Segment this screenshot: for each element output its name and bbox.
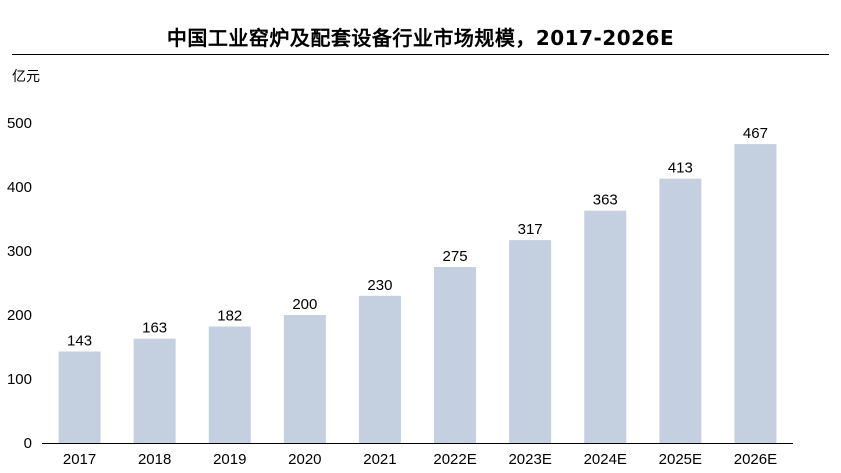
x-tick-label-2022E: 2022E: [433, 451, 476, 468]
bar-2019: [208, 326, 251, 443]
title-divider: [12, 54, 829, 55]
bar-2021: [358, 295, 401, 443]
y-tick-label: 0: [24, 435, 32, 452]
data-label-2017: 143: [67, 332, 92, 349]
bar-2018: [133, 338, 176, 443]
chart-title: 中国工业窑炉及配套设备行业市场规模，2017-2026E: [166, 26, 675, 50]
x-tick-label-2025E: 2025E: [659, 451, 702, 468]
y-tick-label: 500: [7, 115, 32, 132]
x-tick-label-2019: 2019: [213, 451, 246, 468]
y-tick-label: 300: [7, 243, 32, 260]
y-axis-unit-label: 亿元: [12, 69, 40, 85]
x-tick-label-2018: 2018: [138, 451, 171, 468]
data-label-2021: 230: [367, 277, 392, 294]
data-label-2019: 182: [217, 308, 242, 325]
bars-layer: [58, 144, 777, 443]
axis-layer: 0 100 200 300 400 500 2017 2018 2019 2020 2021 2022…: [7, 115, 793, 468]
bar-2023E: [509, 240, 552, 443]
bar-2017: [58, 351, 101, 443]
data-label-2018: 163: [142, 320, 167, 337]
bar-2025E: [659, 178, 702, 443]
x-tick-label-2017: 2017: [63, 451, 96, 468]
data-label-2025E: 413: [668, 160, 693, 177]
bar-2026E: [734, 144, 777, 443]
data-label-2024E: 363: [593, 192, 618, 209]
x-tick-label-2020: 2020: [288, 451, 321, 468]
data-label-2022E: 275: [443, 248, 468, 265]
x-tick-label-2026E: 2026E: [734, 451, 777, 468]
x-tick-label-2024E: 2024E: [584, 451, 627, 468]
data-label-2020: 200: [292, 296, 317, 313]
x-tick-label-2023E: 2023E: [508, 451, 551, 468]
y-tick-label: 100: [7, 371, 32, 388]
data-label-2026E: 467: [743, 125, 768, 142]
labels-layer: 143 163 182 200 230 275 317 363 413 467: [67, 125, 768, 349]
y-tick-label: 400: [7, 179, 32, 196]
bar-2020: [283, 315, 326, 443]
bar-2024E: [584, 210, 627, 443]
x-tick-label-2021: 2021: [363, 451, 396, 468]
bar-2022E: [434, 267, 477, 443]
y-tick-label: 200: [7, 307, 32, 324]
data-label-2023E: 317: [518, 221, 543, 238]
